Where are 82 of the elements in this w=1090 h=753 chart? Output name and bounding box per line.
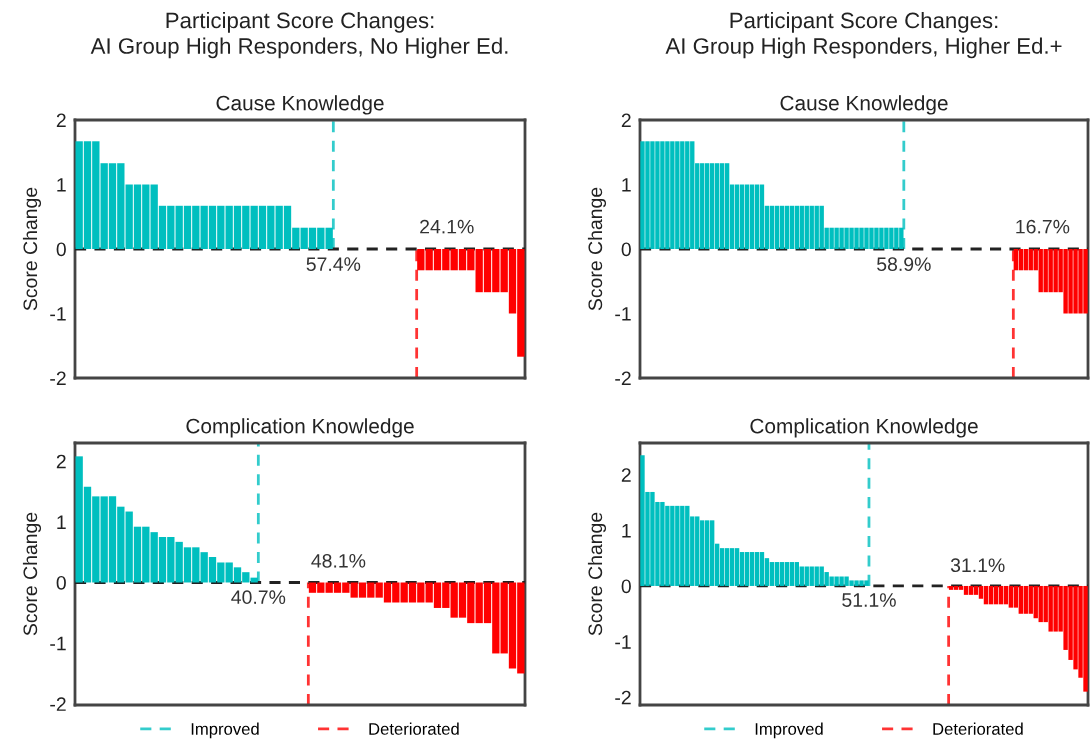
- annotation: 40.7%: [231, 590, 286, 605]
- chart-subtitle: Cause Knowledge: [216, 95, 384, 115]
- bar: [734, 184, 740, 249]
- y-tick-label: -1: [50, 307, 66, 321]
- bar: [1003, 585, 1009, 605]
- bar: [784, 205, 790, 249]
- bar: [754, 184, 760, 249]
- bar: [754, 552, 760, 586]
- y-tick-label: -1: [50, 636, 66, 651]
- chart-subtitle: Cause Knowledge: [780, 95, 948, 115]
- y-tick-label: 0: [621, 242, 631, 257]
- bar: [734, 548, 740, 586]
- bar: [749, 552, 755, 586]
- annotation: 48.1%: [311, 553, 366, 568]
- y-tick-label: -2: [615, 690, 631, 705]
- bar: [724, 163, 730, 249]
- bar: [973, 585, 979, 595]
- bar: [719, 548, 725, 586]
- y-axis-title: Score Change: [587, 187, 607, 311]
- y-tick-label: -2: [50, 371, 66, 386]
- y-axis-title: Score Change: [22, 187, 42, 311]
- bar: [1008, 585, 1014, 608]
- bar: [983, 585, 989, 605]
- bar: [968, 585, 974, 595]
- chart-subtitle: Complication Knowledge: [186, 418, 414, 438]
- legend-label: Improved: [755, 722, 823, 739]
- bar: [993, 585, 999, 605]
- bar: [744, 184, 750, 249]
- y-tick-label: -2: [615, 371, 631, 386]
- bar: [789, 562, 795, 586]
- bar: [774, 562, 780, 586]
- chart-title: Participant Score Changes: AI Group High Responders, No Higher Ed.: [90, 12, 508, 59]
- chart-title: Participant Score Changes: AI Group High Responders, Higher Ed.+: [665, 12, 1062, 59]
- bar: [724, 548, 730, 586]
- y-tick-label: 1: [57, 515, 66, 529]
- y-tick-label: 0: [56, 575, 66, 590]
- y-tick-label: 2: [56, 113, 66, 128]
- bar: [774, 205, 780, 249]
- y-tick-label: 1: [622, 178, 631, 192]
- annotation: 31.1%: [950, 558, 1005, 573]
- y-tick-label: 1: [57, 178, 66, 192]
- bar: [963, 585, 969, 595]
- bar: [789, 205, 795, 249]
- y-tick-label: 2: [56, 454, 66, 469]
- y-tick-label: 2: [621, 113, 631, 128]
- bar: [779, 205, 785, 249]
- chart-subtitle: Complication Knowledge: [750, 418, 978, 438]
- legend-label: Improved: [191, 722, 259, 739]
- y-tick-label: 2: [621, 468, 631, 482]
- y-tick-label: 0: [621, 579, 631, 594]
- bar: [769, 562, 775, 586]
- bar: [998, 585, 1004, 605]
- y-tick-label: -1: [615, 635, 631, 649]
- bar: [719, 163, 725, 249]
- annotation: 51.1%: [842, 593, 896, 607]
- legend-label: Deteriorated: [369, 722, 459, 735]
- bar: [784, 562, 790, 586]
- legend-label: Deteriorated: [933, 722, 1023, 735]
- annotation: 24.1%: [420, 219, 474, 234]
- bar: [749, 184, 755, 249]
- bar: [714, 163, 720, 249]
- bar: [779, 562, 785, 586]
- bar: [709, 520, 715, 586]
- y-tick-label: -1: [615, 307, 631, 321]
- bar: [739, 184, 745, 249]
- annotation: 58.9%: [877, 257, 931, 272]
- bar: [744, 552, 750, 586]
- y-tick-label: -2: [50, 697, 66, 711]
- bar: [759, 552, 765, 586]
- y-axis-title: Score Change: [22, 512, 42, 636]
- annotation: 16.7%: [1016, 219, 1070, 234]
- bar: [988, 585, 994, 605]
- y-tick-label: 0: [56, 242, 66, 257]
- bar: [709, 163, 715, 249]
- bar: [759, 184, 765, 249]
- y-axis-title: Score Change: [587, 512, 607, 636]
- bar: [739, 552, 745, 586]
- bar: [769, 205, 775, 249]
- annotation: 57.4%: [306, 257, 361, 272]
- bar: [953, 585, 959, 590]
- y-tick-label: 1: [622, 524, 631, 538]
- bar: [729, 548, 735, 586]
